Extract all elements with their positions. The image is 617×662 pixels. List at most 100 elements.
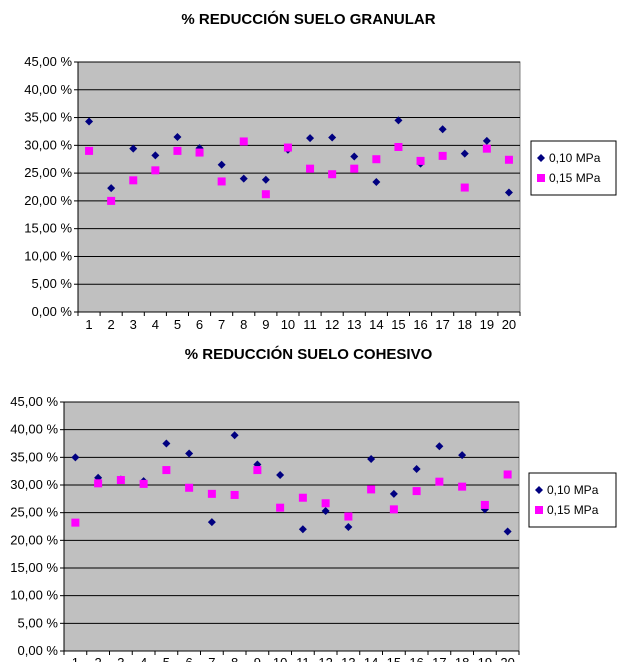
point-series-2 — [482, 144, 491, 153]
y-tick-label: 35,00 % — [10, 449, 58, 464]
x-tick-label: 16 — [413, 317, 427, 332]
chart-title-cohesivo: % REDUCCIÓN SUELO COHESIVO — [184, 346, 433, 363]
legend-marker-series-2 — [535, 506, 543, 514]
point-series-2 — [207, 489, 216, 498]
point-series-2 — [460, 183, 469, 192]
point-series-1 — [504, 188, 513, 197]
point-series-1 — [71, 453, 80, 462]
point-series-1 — [412, 464, 421, 473]
point-series-2 — [261, 190, 270, 199]
legend-label-series-2: 0,15 MPa — [549, 171, 601, 185]
point-series-2 — [344, 512, 353, 521]
x-tick-label: 1 — [72, 655, 79, 662]
x-tick-label: 11 — [296, 655, 310, 662]
point-series-2 — [239, 137, 248, 146]
x-tick-label: 8 — [231, 655, 238, 662]
x-tick-label: 8 — [240, 317, 247, 332]
point-series-2 — [298, 493, 307, 502]
x-tick-label: 2 — [108, 317, 115, 332]
point-series-2 — [253, 466, 262, 475]
y-tick-label: 0,00 % — [32, 304, 73, 319]
point-series-1 — [321, 507, 330, 516]
point-series-1 — [151, 151, 160, 160]
x-tick-label: 15 — [387, 655, 401, 662]
point-series-2 — [94, 479, 103, 488]
scatter-chart-cohesivo: 45,00 %40,00 %35,00 %30,00 %25,00 %20,00… — [10, 394, 617, 662]
legend-marker-series-1 — [535, 486, 543, 494]
x-tick-label: 14 — [369, 317, 383, 332]
point-series-1 — [239, 174, 248, 183]
point-series-2 — [412, 487, 421, 496]
y-tick-label: 30,00 % — [10, 477, 58, 492]
y-tick-label: 10,00 % — [24, 248, 72, 263]
point-series-2 — [276, 503, 285, 512]
point-series-1 — [162, 439, 171, 448]
x-tick-label: 18 — [455, 655, 469, 662]
legend-marker-series-2 — [537, 174, 545, 182]
y-tick-label: 0,00 % — [18, 643, 59, 658]
point-series-1 — [217, 160, 226, 169]
point-series-2 — [389, 505, 398, 514]
point-series-1 — [129, 144, 138, 153]
point-series-1 — [482, 136, 491, 145]
point-series-2 — [306, 164, 315, 173]
y-tick-label: 45,00 % — [10, 394, 58, 409]
x-tick-label: 9 — [262, 317, 269, 332]
point-series-1 — [328, 133, 337, 142]
x-tick-label: 15 — [391, 317, 405, 332]
point-series-1 — [350, 152, 359, 161]
y-tick-label: 30,00 % — [24, 137, 72, 152]
x-tick-label: 10 — [273, 655, 287, 662]
x-tick-label: 13 — [341, 655, 355, 662]
x-tick-label: 18 — [458, 317, 472, 332]
point-series-1 — [173, 133, 182, 141]
point-series-1 — [458, 451, 467, 460]
point-series-2 — [372, 155, 381, 164]
point-series-1 — [367, 454, 376, 463]
point-series-2 — [435, 477, 444, 486]
x-tick-label: 16 — [409, 655, 423, 662]
point-series-1 — [344, 523, 353, 532]
point-series-2 — [394, 143, 403, 151]
y-tick-label: 20,00 % — [10, 532, 58, 547]
point-series-2 — [139, 479, 148, 488]
x-tick-label: 17 — [432, 655, 446, 662]
point-series-2 — [151, 166, 160, 175]
x-tick-label: 17 — [435, 317, 449, 332]
point-series-1 — [85, 117, 94, 126]
point-series-1 — [394, 116, 403, 125]
x-tick-label: 20 — [500, 655, 514, 662]
point-series-2 — [480, 500, 489, 509]
point-series-1 — [207, 518, 216, 527]
point-series-2 — [350, 164, 359, 173]
point-series-2 — [217, 177, 226, 186]
legend-box — [530, 140, 617, 196]
x-tick-label: 19 — [480, 317, 494, 332]
point-series-1 — [460, 149, 469, 158]
point-series-2 — [438, 151, 447, 160]
point-series-1 — [503, 527, 512, 536]
plot-area — [77, 61, 521, 313]
point-series-2 — [416, 156, 425, 165]
point-series-1 — [276, 471, 285, 480]
point-series-2 — [328, 170, 337, 179]
x-tick-label: 11 — [303, 317, 317, 332]
x-tick-label: 2 — [95, 655, 102, 662]
legend-box — [528, 472, 617, 528]
legend-label-series-2: 0,15 MPa — [547, 503, 599, 517]
point-series-2 — [85, 146, 94, 155]
scatter-chart-granular: 45,00 %40,00 %35,00 %30,00 %25,00 %20,00… — [24, 54, 617, 332]
y-tick-label: 5,00 % — [32, 276, 73, 291]
point-series-2 — [116, 476, 125, 485]
point-series-1 — [261, 175, 270, 184]
legend-label-series-1: 0,10 MPa — [549, 151, 601, 165]
y-tick-label: 5,00 % — [18, 615, 59, 630]
x-tick-label: 6 — [186, 655, 193, 662]
y-tick-label: 25,00 % — [24, 165, 72, 180]
point-series-1 — [185, 449, 194, 458]
point-series-2 — [503, 470, 512, 479]
point-series-1 — [253, 460, 262, 469]
y-tick-label: 25,00 % — [10, 505, 58, 520]
chart-title-granular: % REDUCCIÓN SUELO GRANULAR — [181, 11, 436, 28]
x-tick-label: 9 — [254, 655, 261, 662]
